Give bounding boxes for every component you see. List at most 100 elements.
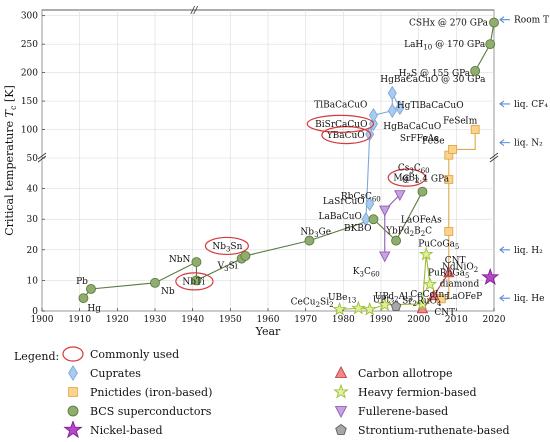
commonly-used-circle xyxy=(175,272,214,291)
legend-item: Fullerene-based xyxy=(330,402,448,420)
x-tick-label: 1950 xyxy=(219,315,242,325)
legend-item: BCS superconductors xyxy=(62,402,211,420)
data-label: CNT xyxy=(434,308,455,318)
commonly-used-circle xyxy=(321,125,372,145)
legend-item: Strontium-ruthenate-based xyxy=(330,421,510,439)
legend-marker-shape xyxy=(334,406,348,419)
reference-arrow xyxy=(499,246,510,254)
y-axis-label: Critical temperature Tc [K] xyxy=(3,85,18,236)
series-fullerene-based xyxy=(379,190,406,263)
data-point xyxy=(390,300,402,311)
legend-item: Pnictides (iron-based) xyxy=(62,383,212,401)
legend-marker xyxy=(68,387,78,397)
data-label: HgBaCaCuO @ 30 GPa xyxy=(380,75,486,85)
x-tick-label: 2010 xyxy=(445,315,468,325)
reference-arrow xyxy=(499,100,510,108)
data-label: YBaCuO xyxy=(326,131,365,141)
legend-marker-shape xyxy=(68,387,78,397)
axis-break-mark xyxy=(37,152,47,160)
data-point xyxy=(362,301,377,316)
data-label: Hg xyxy=(87,304,101,314)
data-label: BKBO xyxy=(344,224,372,234)
data-point xyxy=(387,103,397,119)
legend-marker-shape xyxy=(68,364,78,382)
series-cuprates xyxy=(361,85,405,227)
legend-marker-shape xyxy=(62,346,84,362)
data-point xyxy=(470,65,481,76)
data-point xyxy=(444,174,454,184)
data-label: PuCoGa5​ xyxy=(418,239,459,251)
axis-break-mark xyxy=(190,5,196,15)
x-tick-label: 1980 xyxy=(332,315,355,325)
legend-label: Carbon allotrope xyxy=(358,366,453,380)
series-strontium-ruthenate-based xyxy=(390,300,402,311)
data-point xyxy=(448,145,458,154)
axis-break-mark xyxy=(489,152,499,160)
x-tick-label: 1990 xyxy=(370,315,393,325)
y-tick-label: 40 xyxy=(27,185,39,195)
data-point xyxy=(387,85,397,101)
data-label: PuRhGa5​ xyxy=(428,268,469,280)
x-tick-label: 1970 xyxy=(294,315,317,325)
axis-break-mark xyxy=(489,155,499,163)
data-label: BiSrCaCuO xyxy=(315,120,367,130)
data-point xyxy=(417,186,428,197)
y-tick-label: 250 xyxy=(21,40,38,50)
data-label: CeCu2​Si2​ xyxy=(291,297,334,309)
data-point xyxy=(332,301,347,316)
reference-label: liq. CF₄ xyxy=(514,100,548,110)
legend-marker-shape xyxy=(335,423,347,435)
legend-label: Cuprates xyxy=(90,366,141,380)
x-tick-label: 2020 xyxy=(483,315,506,325)
data-point xyxy=(444,226,454,236)
data-label: diamond xyxy=(440,280,480,290)
legend-marker-shape xyxy=(67,405,79,417)
legend-marker xyxy=(335,423,347,435)
data-label: TlBaCaCuO xyxy=(314,100,367,110)
legend-marker xyxy=(333,383,349,399)
commonly-used-circle xyxy=(387,168,427,187)
x-tick-label: 2000 xyxy=(407,315,430,325)
series-heavy-fermion-based xyxy=(332,246,438,316)
chart: 1900 1910 1920 1930 1940 1950 1960 1970 1980 1990… xyxy=(3,5,549,338)
reference-label: liq. H₂ xyxy=(514,246,543,256)
grid xyxy=(41,10,495,312)
y-tick-label: 0 xyxy=(32,307,38,317)
y-tick-label: 200 xyxy=(21,69,38,79)
data-point xyxy=(368,214,379,225)
data-point xyxy=(485,39,496,50)
data-label: Pb xyxy=(76,277,88,287)
legend-label: Commonly used xyxy=(90,347,180,361)
series-nickel-based xyxy=(481,267,500,286)
legend-label: Nickel-based xyxy=(90,423,163,437)
data-point xyxy=(240,250,251,261)
reference-arrow xyxy=(499,16,510,24)
legend-title: Legend: xyxy=(14,350,60,363)
y-tick-label: 300 xyxy=(21,12,38,22)
x-tick-label: 1920 xyxy=(106,315,129,325)
legend-item: Heavy fermion-based xyxy=(330,383,477,401)
legend-item: Cuprates xyxy=(62,364,141,382)
data-label: UPt3​ xyxy=(373,295,395,307)
data-point xyxy=(379,205,391,217)
data-label: H2​S @ 155 GPa xyxy=(399,69,471,81)
data-point xyxy=(481,267,500,286)
legend-label: Fullerene-based xyxy=(358,404,449,418)
data-point xyxy=(391,235,402,246)
data-label: LaSrCuO xyxy=(323,197,365,207)
y-tick-label: 20 xyxy=(27,246,39,256)
x-tick-label: 1960 xyxy=(257,315,280,325)
data-label: Nb xyxy=(161,287,175,297)
data-label: HgBaCaCuO xyxy=(383,122,441,132)
y-tick-label: 50 xyxy=(27,154,39,164)
legend-label: Strontium-ruthenate-based xyxy=(358,423,510,437)
data-point xyxy=(191,257,202,267)
data-label: CeCoIn5​ xyxy=(410,290,448,302)
commonly-used-circle xyxy=(204,236,249,256)
series-line xyxy=(384,194,401,256)
data-label: V3​Si xyxy=(217,262,238,274)
y-tick-label: 150 xyxy=(21,97,38,107)
data-label: K3​C60​ xyxy=(353,267,380,279)
data-label: LaBaCuO xyxy=(319,212,362,222)
legend-marker-shape xyxy=(63,421,83,439)
